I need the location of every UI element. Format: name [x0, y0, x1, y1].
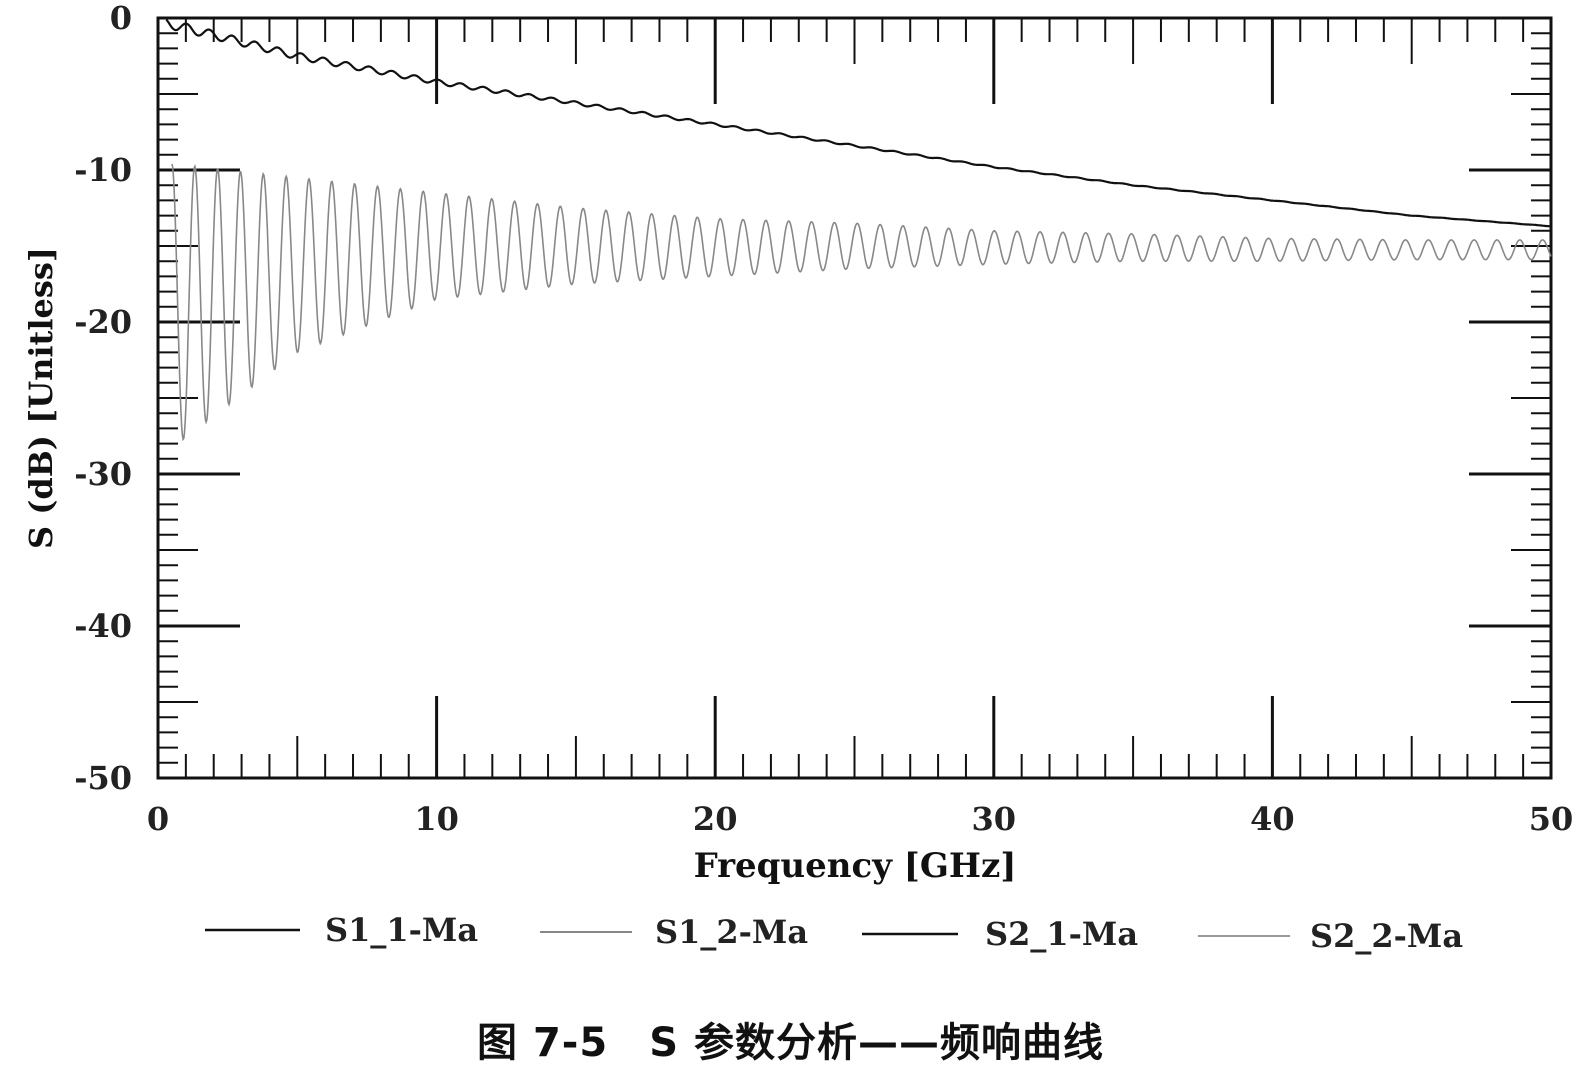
legend: S1_1-Ma S1_2-Ma S2_1-Ma S2_2-Ma [205, 911, 1463, 955]
x-tick-label: 20 [693, 800, 738, 838]
y-tick-label: -30 [74, 455, 132, 493]
x-tick-label: 40 [1250, 800, 1295, 838]
y-tick-label: -40 [74, 607, 132, 645]
y-tick-label: -50 [74, 759, 132, 797]
legend-label: S1_1-Ma [325, 911, 478, 949]
y-tick-label: -10 [74, 151, 132, 189]
series-line-s1-2 [171, 163, 1552, 442]
series-line-s1-1 [165, 18, 1551, 228]
legend-label: S1_2-Ma [655, 913, 808, 951]
minor-ticks [158, 18, 1551, 778]
y-tick-label: -20 [74, 303, 132, 341]
x-tick-label: 0 [147, 800, 169, 838]
tick-labels: 0 10 20 30 40 50 0 -10 -20 -30 -40 -50 [74, 0, 1573, 838]
series-layer [165, 18, 1552, 442]
y-axis-label: S (dB) [Unitless] [22, 247, 60, 549]
legend-label: S2_1-Ma [985, 915, 1138, 953]
x-axis-label: Frequency [GHz] [694, 846, 1017, 886]
plot-frame [156, 16, 1553, 780]
s-parameter-chart: 0 10 20 30 40 50 0 -10 -20 -30 -40 -50 Frequency [G… [22, 0, 1573, 955]
major-ticks [156, 16, 1553, 780]
x-tick-label: 10 [414, 800, 459, 838]
legend-label: S2_2-Ma [1310, 917, 1463, 955]
figure-caption: 图 7-5 S 参数分析——频响曲线 [477, 1020, 1104, 1066]
x-tick-label: 50 [1529, 800, 1574, 838]
x-tick-label: 30 [972, 800, 1017, 838]
y-tick-label: 0 [110, 0, 132, 37]
